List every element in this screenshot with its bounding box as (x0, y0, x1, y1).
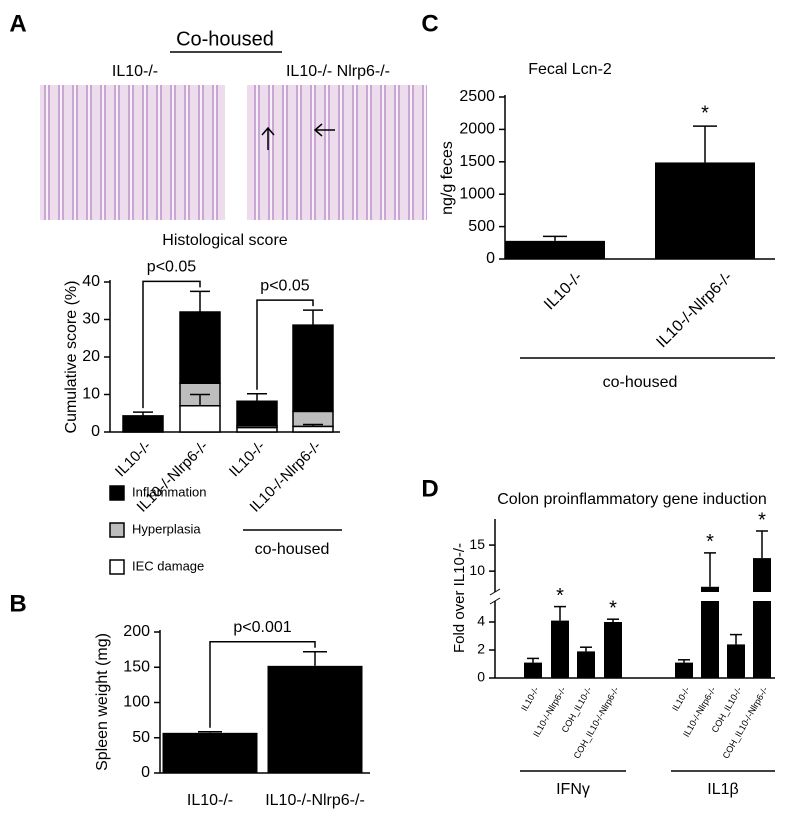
bar-segment (236, 400, 278, 427)
significance: * (609, 597, 617, 619)
bar (701, 586, 719, 678)
significance: * (701, 102, 709, 124)
legend-label: Inflammation (132, 484, 206, 499)
bar (753, 558, 771, 678)
significance: * (758, 509, 766, 531)
histology-image (40, 85, 225, 220)
chart-title: Fecal Lcn-2 (528, 61, 612, 78)
y-tick-label: 30 (82, 311, 100, 328)
y-tick-label: 2000 (459, 121, 495, 138)
group-label: IL1β (707, 781, 738, 798)
legend-swatch (109, 522, 125, 538)
bar (577, 651, 595, 678)
bar (162, 732, 258, 773)
bar (655, 162, 755, 259)
y-tick-label: 0 (477, 669, 485, 685)
chart-title: Histological score (162, 232, 287, 249)
arrow (261, 123, 335, 150)
y-tick-label: 4 (477, 613, 485, 629)
bar-segment (292, 324, 334, 413)
group-label: co-housed (603, 374, 678, 391)
legend-swatch (109, 485, 125, 501)
x-tick-label: IL10-/- (187, 792, 233, 809)
y-tick-label: 100 (123, 694, 150, 711)
legend-label: Hyperplasia (132, 521, 201, 536)
y-tick-label: 1000 (459, 185, 495, 202)
y-tick-label: 1500 (459, 153, 495, 170)
y-tick-label: 2500 (459, 88, 495, 105)
image-label: IL10-/- (112, 63, 158, 80)
comparison-bracket (209, 640, 316, 728)
break-mark (489, 588, 501, 596)
bar (524, 662, 542, 678)
comparison-bracket (142, 280, 201, 409)
x-tick-label: IL10-/- (670, 685, 692, 713)
comparison-label: p<0.05 (260, 277, 309, 294)
x-tick-label: IL10-/-Nlrp6-/- (653, 269, 735, 351)
bar (551, 620, 569, 678)
x-tick-label: IL10-/- (541, 269, 586, 314)
bar (727, 644, 745, 678)
histology-image (247, 85, 427, 220)
panel-letter: A (9, 10, 26, 37)
significance: * (556, 585, 564, 607)
x-tick-label: IL10-/-Nlrp6-/- (265, 792, 365, 809)
break-mark (489, 597, 501, 605)
y-tick-label: 10 (82, 386, 100, 403)
y-tick-label: 10 (469, 562, 485, 578)
y-axis-label: Fold over IL10-/- (451, 543, 468, 653)
legend-swatch (109, 559, 125, 575)
y-tick-label: 40 (82, 273, 100, 290)
y-tick-label: 15 (469, 536, 485, 552)
y-axis-label: Spleen weight (mg) (94, 633, 111, 771)
legend-label: IEC damage (132, 558, 204, 573)
panel-title: Co-housed (176, 28, 274, 50)
bar (267, 665, 363, 773)
panel-letter: D (421, 475, 438, 502)
bar-segment (179, 405, 221, 433)
significance: * (706, 531, 714, 553)
x-tick-label: IL10-/- (226, 438, 269, 481)
comparison-label: p<0.05 (147, 259, 196, 276)
y-tick-label: 0 (141, 764, 150, 781)
x-tick-label: IL10-/- (112, 438, 155, 481)
chart-title: Colon proinflammatory gene induction (497, 491, 766, 508)
axis-break (496, 592, 776, 601)
image-label: IL10-/- Nlrp6-/- (286, 63, 390, 80)
bar-segment (122, 415, 164, 433)
bar-segment (292, 425, 334, 433)
y-tick-label: 50 (132, 729, 150, 746)
y-axis-label: ng/g feces (439, 141, 456, 215)
x-tick-label: IL10-/- (519, 685, 541, 713)
y-tick-label: 2 (477, 641, 485, 657)
bar (604, 622, 622, 678)
y-tick-label: 150 (123, 658, 150, 675)
group-label: IFNγ (556, 781, 590, 798)
bar-segment (179, 311, 221, 384)
bar (675, 662, 693, 678)
panel-letter: B (9, 590, 26, 617)
y-tick-label: 200 (123, 623, 150, 640)
comparison-label: p<0.001 (233, 619, 291, 636)
group-label: co-housed (255, 541, 330, 558)
y-tick-label: 0 (486, 250, 495, 267)
y-tick-label: 500 (468, 218, 495, 235)
panel-letter: C (421, 10, 438, 37)
y-axis-label: Cumulative score (%) (63, 281, 80, 434)
y-tick-label: 0 (91, 423, 100, 440)
y-tick-label: 20 (82, 348, 100, 365)
bar (505, 240, 605, 259)
comparison-bracket (256, 299, 314, 390)
